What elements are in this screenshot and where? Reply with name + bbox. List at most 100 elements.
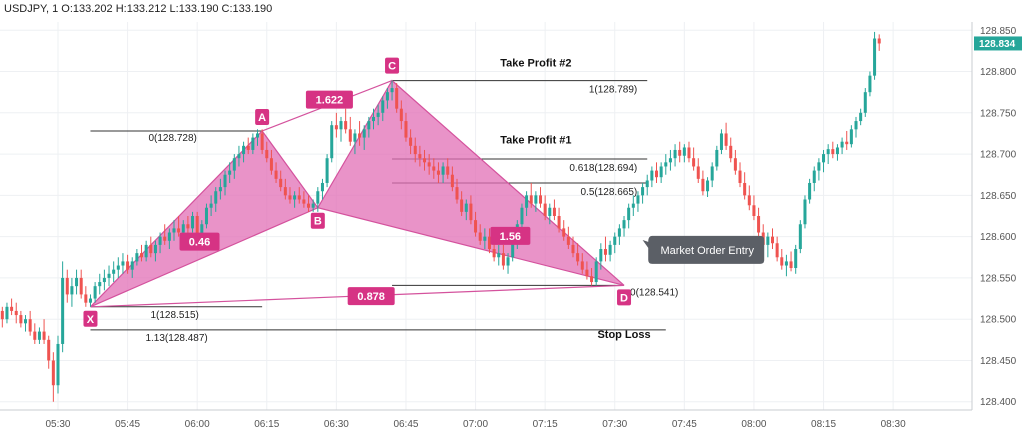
- candle-body: [603, 249, 607, 255]
- candle-body: [622, 220, 626, 229]
- x-tick-label: 08:00: [741, 419, 766, 430]
- candle-body: [293, 195, 297, 200]
- axes: 128.850 128.800 128.750 128.700 128.650 128.6…: [0, 22, 1022, 430]
- candle-body: [687, 147, 691, 159]
- candle-body: [492, 249, 496, 258]
- candle-body: [376, 112, 380, 117]
- candle-body: [822, 154, 826, 163]
- candle-body: [121, 261, 125, 266]
- x-tick-label: 08:30: [881, 419, 906, 430]
- candle-body: [283, 187, 287, 196]
- ratio-badge: [490, 226, 531, 245]
- candle-body: [803, 199, 807, 225]
- candle-body: [636, 195, 640, 204]
- fib-level-label: 0(128.541): [630, 287, 678, 298]
- candle-body: [334, 125, 338, 130]
- candle-body: [520, 207, 524, 225]
- candle-body: [511, 240, 515, 258]
- symbol-header: USDJPY, 1 O:133.202 H:133.212 L:133.190 …: [4, 3, 272, 15]
- candle-body: [371, 116, 375, 122]
- candle-body: [645, 180, 649, 188]
- point-label-b: B: [314, 216, 322, 228]
- candle-body: [255, 133, 260, 138]
- candle-body: [242, 145, 246, 155]
- candle-body: [873, 38, 877, 76]
- candle-body: [664, 162, 668, 167]
- candle-body: [455, 187, 459, 200]
- point-label-a: A: [258, 112, 266, 124]
- candle-body: [487, 236, 491, 250]
- candle-body: [367, 121, 371, 130]
- candle-body: [158, 236, 162, 245]
- candle-body: [613, 236, 617, 245]
- fib-level-label: 1.13(128.487): [145, 333, 207, 344]
- candle-body: [743, 182, 747, 196]
- candle-body: [474, 220, 478, 233]
- candle-body: [214, 191, 218, 204]
- x-tick-label: 06:30: [324, 419, 349, 430]
- candle-body: [149, 244, 153, 254]
- x-tick-label: 08:15: [811, 419, 836, 430]
- candle-body: [562, 228, 566, 237]
- candle-body: [409, 137, 413, 146]
- candle-body: [75, 277, 79, 287]
- y-tick-label: 128.850: [980, 26, 1017, 37]
- candle-body: [863, 92, 867, 113]
- candle-body: [794, 249, 798, 269]
- y-tick-label: 128.750: [980, 108, 1017, 119]
- candle-body: [348, 129, 352, 142]
- candle-body: [413, 145, 417, 155]
- candle-body: [784, 261, 788, 266]
- candle-body: [260, 133, 264, 150]
- candle-body: [316, 191, 320, 204]
- candle-body: [70, 286, 74, 295]
- ratio-badge: [179, 232, 220, 251]
- candle-body: [826, 149, 830, 155]
- last-price-label: 128.834: [979, 39, 1016, 50]
- x-tick-label: 06:00: [185, 419, 210, 430]
- candle-body: [835, 147, 839, 155]
- candle-body: [200, 224, 204, 237]
- candle-body: [204, 207, 208, 225]
- candle-body: [330, 125, 334, 159]
- candle-body: [483, 236, 487, 241]
- market-order-label: Market Order Entry: [660, 245, 754, 257]
- candle-body: [302, 199, 306, 204]
- candle-body: [441, 166, 445, 175]
- candle-body: [469, 203, 473, 221]
- fib-level-label: 1(128.789): [589, 85, 637, 96]
- candle-body: [130, 261, 134, 270]
- candle-body: [831, 149, 835, 155]
- candle-body: [135, 253, 139, 262]
- candle-body: [854, 121, 858, 130]
- point-badge-c: [385, 57, 400, 74]
- x-tick-label: 06:15: [254, 419, 279, 430]
- candle-body: [167, 232, 171, 241]
- candle-body: [140, 253, 144, 258]
- candle-body: [571, 244, 575, 254]
- candle-body: [557, 216, 561, 229]
- candle-body: [617, 228, 621, 237]
- candle-body: [432, 166, 436, 171]
- point-label-x: X: [87, 314, 95, 326]
- candle-body: [404, 121, 408, 138]
- candle-body: [576, 253, 580, 262]
- candle-body: [548, 207, 552, 216]
- candle-body: [0, 310, 4, 320]
- candle-body: [107, 273, 111, 278]
- candle-body: [181, 224, 185, 233]
- y-tick-label: 128.450: [980, 356, 1017, 367]
- fib-level-label: 0(128.728): [148, 133, 196, 144]
- x-tick-label: 07:30: [602, 419, 627, 430]
- candle-body: [269, 158, 273, 171]
- candle-body: [274, 170, 278, 179]
- candle-body: [808, 182, 812, 200]
- candle-body: [608, 244, 612, 255]
- candles: [0, 31, 881, 402]
- candle-body: [195, 216, 199, 237]
- trade-annotation-label: Stop Loss: [597, 329, 650, 341]
- candle-body: [525, 195, 529, 208]
- candle-body: [692, 158, 696, 167]
- candle-body: [798, 224, 802, 250]
